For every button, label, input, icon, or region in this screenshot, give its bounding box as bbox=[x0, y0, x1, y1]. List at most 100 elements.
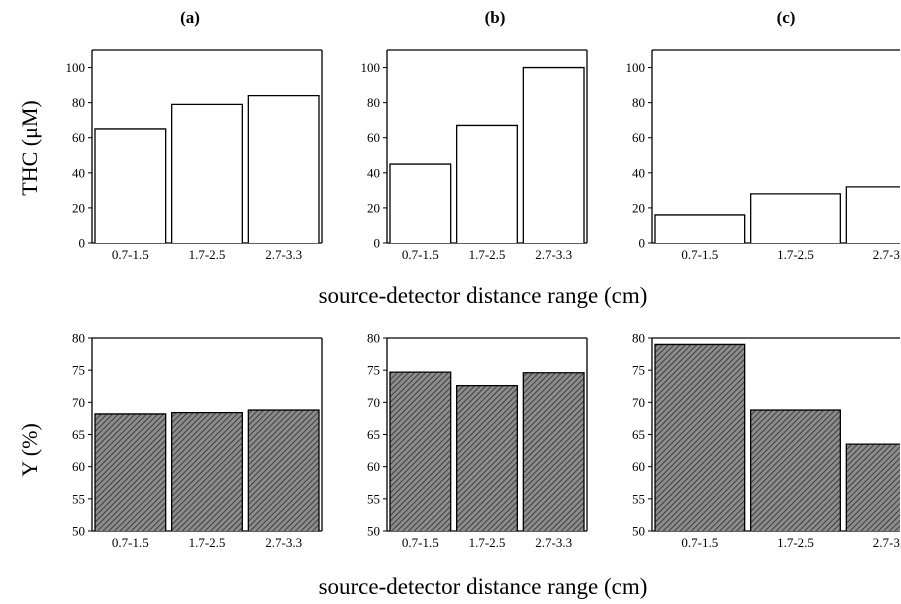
y-tick-label: 0 bbox=[79, 236, 86, 251]
y-tick-label: 0 bbox=[639, 236, 646, 251]
y-tick-label: 80 bbox=[632, 95, 645, 110]
y-tick-label: 20 bbox=[367, 200, 380, 215]
chart-bottom-c: 50 55 60 65 70 75 80 0.7-1.5 1.7-2.5 2.7-3.3 bbox=[632, 331, 901, 551]
bar-top-b-2 bbox=[456, 125, 518, 243]
x-tick-label: 2.7-3.3 bbox=[265, 247, 302, 262]
bar-outline bbox=[456, 124, 518, 243]
bottom-y-axis-label: Y (%) bbox=[17, 423, 42, 477]
bar-bottom-c-3 bbox=[846, 444, 900, 531]
x-tick-label: 0.7-1.5 bbox=[402, 247, 439, 262]
bar-bottom-b-2 bbox=[456, 385, 518, 531]
x-tick-label: 0.7-1.5 bbox=[112, 247, 149, 262]
bar-outline bbox=[750, 193, 841, 243]
y-tick-label: 20 bbox=[632, 200, 645, 215]
y-tick-label: 60 bbox=[632, 130, 645, 145]
x-tick-label: 0.7-1.5 bbox=[402, 535, 439, 550]
x-tick-label: 0.7-1.5 bbox=[112, 535, 149, 550]
y-tick-label: 50 bbox=[367, 524, 380, 539]
y-tick-label: 100 bbox=[626, 60, 646, 75]
y-tick-label: 60 bbox=[367, 130, 380, 145]
bar-outline bbox=[845, 443, 900, 531]
chart-bottom-b: 50 55 60 65 70 75 80 0.7-1.5 1.7-2.5 2.7-3.3 bbox=[367, 331, 588, 550]
bar-bottom-a-3 bbox=[248, 410, 319, 531]
chart-top-c: 0 20 40 60 80 100 0.7-1.5 1.7-2.5 2.7-3.3 bbox=[626, 49, 901, 262]
bar-outline bbox=[389, 371, 452, 531]
y-tick-label: 55 bbox=[72, 491, 85, 506]
chart-top-a: 0 20 40 60 80 100 0.7-1.5 1.7-2.5 2.7-3.3 bbox=[66, 49, 323, 262]
bar-outline bbox=[750, 409, 841, 531]
x-tick-label: 1.7-2.5 bbox=[189, 247, 226, 262]
y-tick-label: 50 bbox=[632, 524, 645, 539]
y-tick-label: 80 bbox=[72, 331, 85, 346]
bar-outline bbox=[845, 186, 900, 243]
bar-outline bbox=[654, 343, 746, 531]
y-tick-label: 100 bbox=[361, 60, 381, 75]
x-tick-label: 1.7-2.5 bbox=[777, 535, 814, 550]
y-tick-label: 80 bbox=[367, 331, 380, 346]
y-tick-label: 100 bbox=[66, 60, 86, 75]
panel-label-a: (a) bbox=[180, 8, 200, 27]
y-tick-label: 65 bbox=[632, 427, 645, 442]
bar-outline bbox=[94, 128, 167, 243]
y-tick-label: 80 bbox=[632, 331, 645, 346]
x-tick-label: 2.7-3.3 bbox=[873, 247, 901, 262]
bar-bottom-c-2 bbox=[750, 410, 841, 531]
y-tick-label: 55 bbox=[367, 491, 380, 506]
y-tick-label: 75 bbox=[367, 363, 380, 378]
top-y-axis-label: THC (μM) bbox=[17, 100, 42, 196]
y-tick-label: 20 bbox=[72, 200, 85, 215]
chart-bottom-a: 50 55 60 65 70 75 80 0.7-1.5 1.7-2.5 2.7-3.3 bbox=[72, 331, 323, 550]
bar-top-a-1 bbox=[95, 128, 166, 243]
bar-bottom-a-2 bbox=[171, 412, 243, 531]
bar-outline bbox=[456, 384, 518, 531]
bar-outline bbox=[522, 66, 585, 243]
bar-top-c-1 bbox=[655, 214, 745, 243]
y-tick-label: 55 bbox=[632, 491, 645, 506]
y-tick-label: 65 bbox=[72, 427, 85, 442]
bar-top-a-3 bbox=[248, 95, 319, 243]
y-tick-label: 50 bbox=[72, 524, 85, 539]
bar-top-b-1 bbox=[390, 164, 451, 243]
bar-outline bbox=[247, 409, 320, 531]
bar-bottom-b-1 bbox=[390, 372, 451, 531]
y-tick-label: 40 bbox=[72, 165, 85, 180]
y-tick-label: 40 bbox=[632, 165, 645, 180]
bar-outline bbox=[171, 103, 243, 243]
x-tick-label: 0.7-1.5 bbox=[681, 535, 718, 550]
y-tick-label: 40 bbox=[367, 165, 380, 180]
bar-bottom-b-3 bbox=[523, 372, 584, 531]
x-tick-label: 2.7-3.3 bbox=[535, 535, 572, 550]
top-x-axis-label: source-detector distance range (cm) bbox=[319, 283, 648, 308]
bar-top-a-2 bbox=[171, 104, 243, 244]
x-tick-label: 1.7-2.5 bbox=[469, 247, 506, 262]
x-tick-label: 2.7-3.3 bbox=[873, 535, 901, 550]
y-tick-label: 0 bbox=[374, 236, 381, 251]
x-tick-label: 1.7-2.5 bbox=[777, 247, 814, 262]
y-tick-label: 70 bbox=[367, 395, 380, 410]
bar-outline bbox=[247, 94, 320, 243]
bar-top-c-2 bbox=[750, 193, 841, 243]
x-tick-label: 2.7-3.3 bbox=[265, 535, 302, 550]
bar-top-b-3 bbox=[523, 67, 584, 243]
y-tick-label: 70 bbox=[632, 395, 645, 410]
bar-bottom-a-1 bbox=[95, 413, 166, 531]
y-tick-label: 70 bbox=[72, 395, 85, 410]
y-tick-label: 80 bbox=[72, 95, 85, 110]
bar-outline bbox=[389, 163, 452, 243]
y-tick-label: 60 bbox=[632, 459, 645, 474]
bar-top-c-3 bbox=[846, 186, 900, 243]
y-tick-label: 60 bbox=[72, 459, 85, 474]
bottom-x-axis-label: source-detector distance range (cm) bbox=[319, 574, 648, 599]
y-tick-label: 60 bbox=[367, 459, 380, 474]
chart-top-b: 0 20 40 60 80 100 0.7-1.5 1.7-2.5 2.7-3.3 bbox=[361, 49, 588, 262]
x-tick-label: 0.7-1.5 bbox=[681, 247, 718, 262]
bar-outline bbox=[654, 214, 746, 243]
panel-label-b: (b) bbox=[485, 8, 506, 27]
y-tick-label: 80 bbox=[367, 95, 380, 110]
bar-bottom-c-1 bbox=[655, 344, 745, 531]
bar-outline bbox=[94, 413, 167, 531]
bar-panels: 0 20 40 60 80 100 0.7-1.5 1.7-2.5 2.7-3.3 0 20 40 60… bbox=[66, 49, 901, 551]
bar-outline bbox=[171, 411, 243, 531]
x-tick-label: 1.7-2.5 bbox=[189, 535, 226, 550]
